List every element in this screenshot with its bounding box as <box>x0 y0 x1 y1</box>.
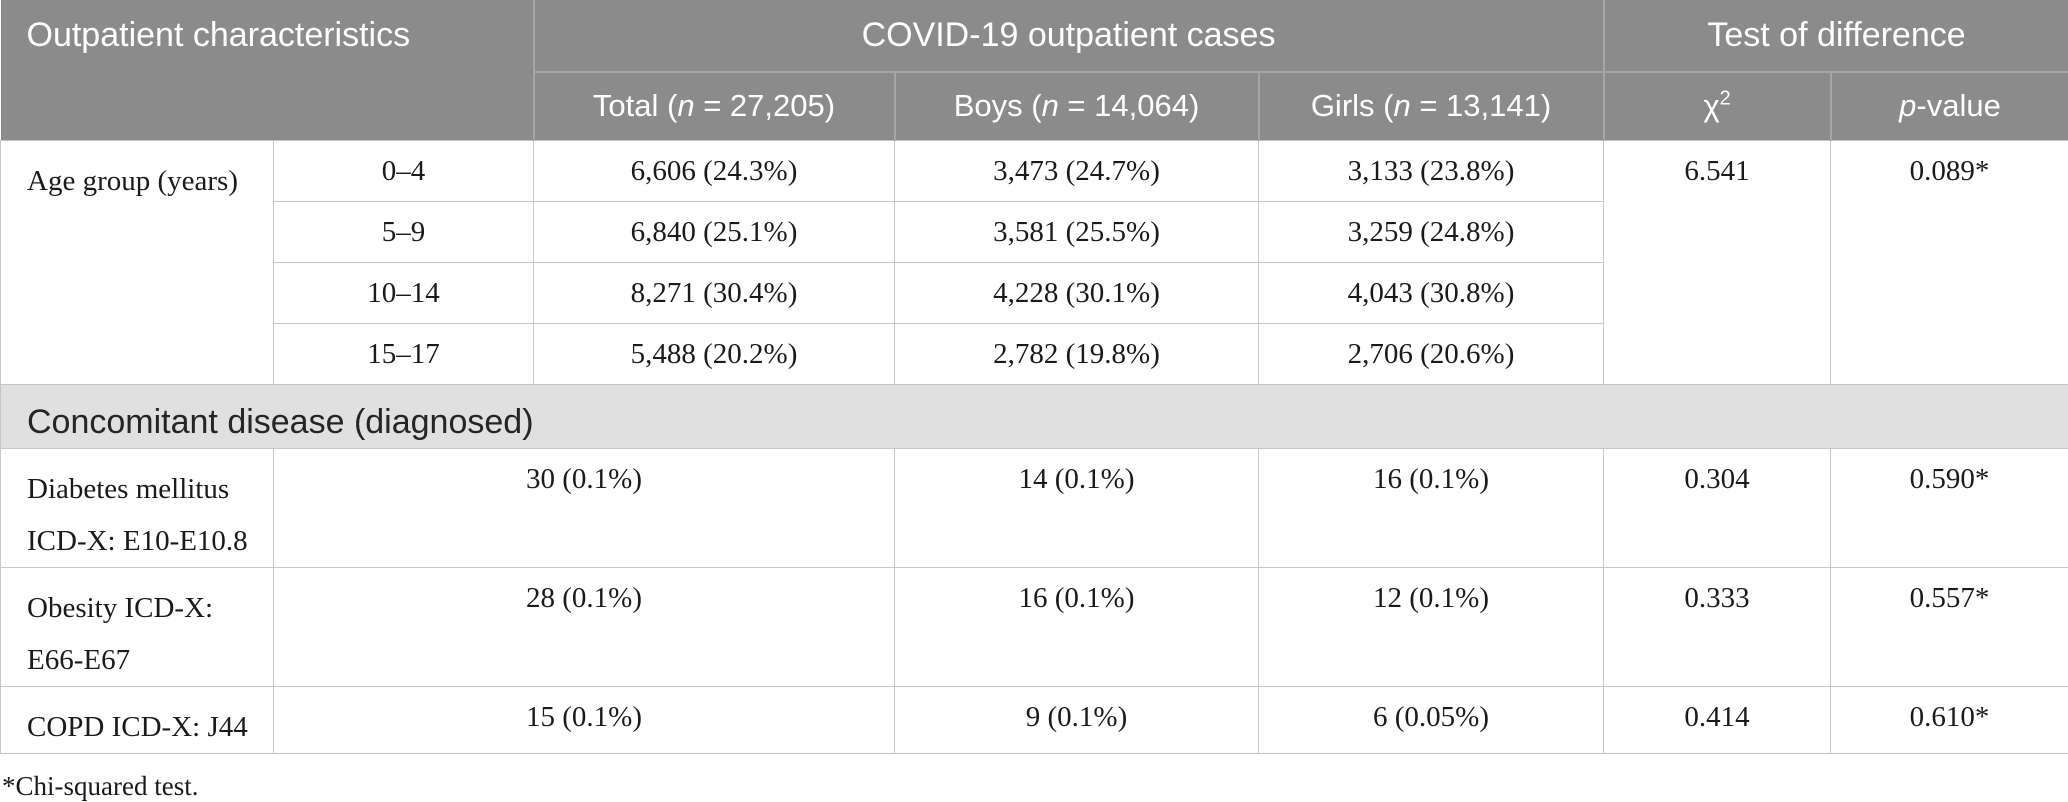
chi-exponent: 2 <box>1720 88 1731 110</box>
section-title-concomitant-disease: Concomitant disease (diagnosed) <box>1 384 2068 448</box>
disease-boys-value: 14 (0.1%) <box>895 448 1259 567</box>
characteristics-table: Outpatient characteristics COVID-19 outp… <box>0 0 2068 754</box>
header-girls-pre: Girls ( <box>1311 88 1394 123</box>
header-boys-post: = 14,064) <box>1059 88 1199 123</box>
age-range: 5–9 <box>274 201 534 262</box>
table-row-obesity: Obesity ICD-X: E66-E67 28 (0.1%) 16 (0.1… <box>1 567 2068 686</box>
disease-chi2-value: 0.414 <box>1604 687 1831 754</box>
header-girls-column: Girls (n = 13,141) <box>1259 72 1604 140</box>
age-total-value: 6,606 (24.3%) <box>534 140 895 201</box>
header-row-groups: Outpatient characteristics COVID-19 outp… <box>1 0 2068 72</box>
age-girls-value: 4,043 (30.8%) <box>1259 262 1604 323</box>
disease-p-value: 0.590* <box>1831 448 2068 567</box>
header-total-column: Total (n = 27,205) <box>534 72 895 140</box>
age-girls-value: 3,259 (24.8%) <box>1259 201 1604 262</box>
header-girls-post: = 13,141) <box>1411 88 1551 123</box>
age-range: 0–4 <box>274 140 534 201</box>
disease-p-value: 0.557* <box>1831 567 2068 686</box>
header-outpatient-characteristics: Outpatient characteristics <box>1 0 534 140</box>
disease-boys-value: 9 (0.1%) <box>895 687 1259 754</box>
header-total-n: n <box>677 88 694 123</box>
age-total-value: 8,271 (30.4%) <box>534 262 895 323</box>
header-boys-n: n <box>1042 88 1059 123</box>
disease-label: Obesity ICD-X: E66-E67 <box>1 567 274 686</box>
age-boys-value: 3,581 (25.5%) <box>895 201 1259 262</box>
table-row-copd: COPD ICD-X: J44 15 (0.1%) 9 (0.1%) 6 (0.… <box>1 687 2068 754</box>
age-range: 15–17 <box>274 323 534 384</box>
disease-label: COPD ICD-X: J44 <box>1 687 274 754</box>
age-boys-value: 3,473 (24.7%) <box>895 140 1259 201</box>
chi-symbol: χ <box>1703 88 1719 123</box>
header-boys-column: Boys (n = 14,064) <box>895 72 1259 140</box>
header-chi-squared-column: χ2 <box>1604 72 1831 140</box>
disease-p-value: 0.610* <box>1831 687 2068 754</box>
table-header: Outpatient characteristics COVID-19 outp… <box>1 0 2068 140</box>
header-covid19-outpatient-cases: COVID-19 outpatient cases <box>534 0 1604 72</box>
header-p-value-column: p-value <box>1831 72 2068 140</box>
disease-total-value: 28 (0.1%) <box>274 567 895 686</box>
age-boys-value: 4,228 (30.1%) <box>895 262 1259 323</box>
p-symbol: p <box>1899 88 1916 123</box>
header-total-post: = 27,205) <box>695 88 835 123</box>
disease-chi2-value: 0.333 <box>1604 567 1831 686</box>
header-girls-n: n <box>1393 88 1410 123</box>
disease-total-value: 30 (0.1%) <box>274 448 895 567</box>
header-boys-pre: Boys ( <box>954 88 1042 123</box>
header-total-pre: Total ( <box>593 88 677 123</box>
table-row-section-concomitant: Concomitant disease (diagnosed) <box>1 384 2068 448</box>
table-row-age-0-4: Age group (years) 0–4 6,606 (24.3%) 3,47… <box>1 140 2068 201</box>
age-range: 10–14 <box>274 262 534 323</box>
age-boys-value: 2,782 (19.8%) <box>895 323 1259 384</box>
header-test-of-difference: Test of difference <box>1604 0 2068 72</box>
disease-label: Diabetes mellitus ICD-X: E10-E10.8 <box>1 448 274 567</box>
disease-chi2-value: 0.304 <box>1604 448 1831 567</box>
age-chi2-value: 6.541 <box>1604 140 1831 384</box>
age-total-value: 5,488 (20.2%) <box>534 323 895 384</box>
disease-total-value: 15 (0.1%) <box>274 687 895 754</box>
age-p-value: 0.089* <box>1831 140 2068 384</box>
disease-girls-value: 16 (0.1%) <box>1259 448 1604 567</box>
table-body: Age group (years) 0–4 6,606 (24.3%) 3,47… <box>1 140 2068 754</box>
age-girls-value: 3,133 (23.8%) <box>1259 140 1604 201</box>
table-row-diabetes: Diabetes mellitus ICD-X: E10-E10.8 30 (0… <box>1 448 2068 567</box>
footnote-chi-squared: *Chi-squared test. <box>2 771 2068 802</box>
disease-boys-value: 16 (0.1%) <box>895 567 1259 686</box>
age-total-value: 6,840 (25.1%) <box>534 201 895 262</box>
disease-girls-value: 6 (0.05%) <box>1259 687 1604 754</box>
age-girls-value: 2,706 (20.6%) <box>1259 323 1604 384</box>
disease-girls-value: 12 (0.1%) <box>1259 567 1604 686</box>
p-value-suffix: -value <box>1916 88 2000 123</box>
age-group-label: Age group (years) <box>1 140 274 384</box>
